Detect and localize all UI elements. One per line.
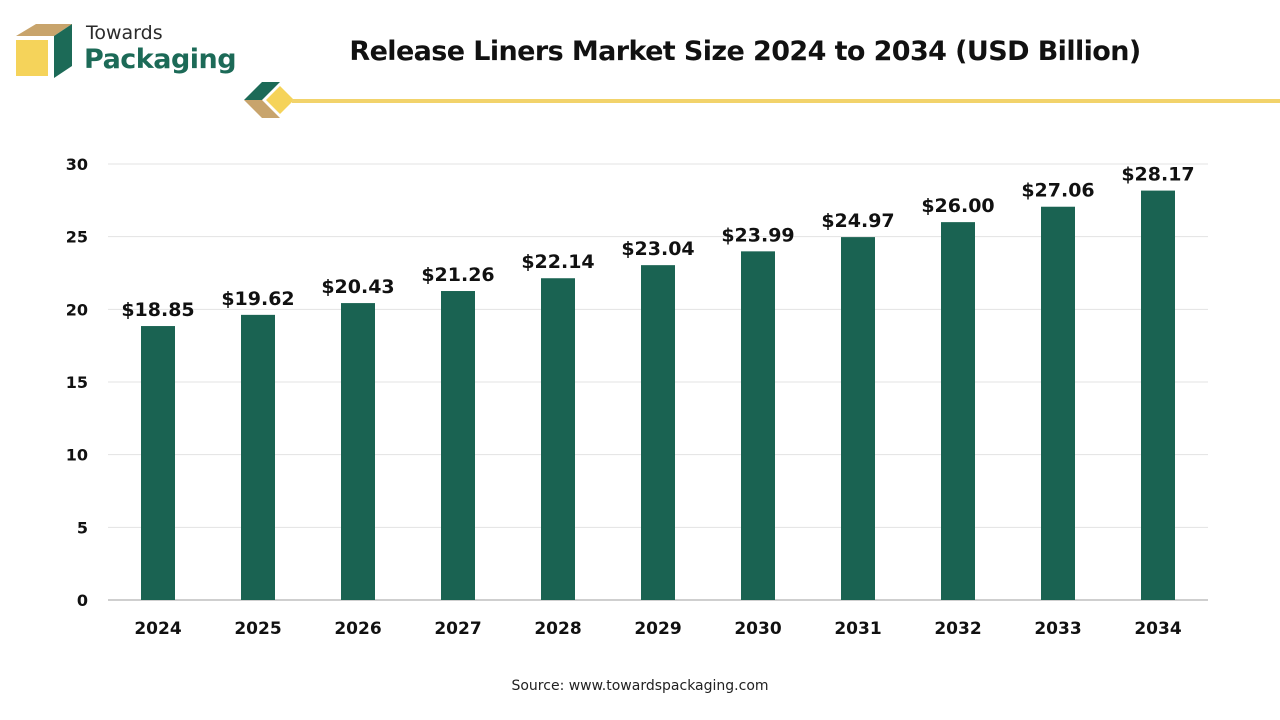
brand-name-top: Towards	[86, 22, 163, 44]
x-tick-label: 2029	[634, 619, 681, 639]
data-label: $27.06	[1021, 180, 1094, 202]
brand-name-bottom: Packaging	[84, 44, 237, 75]
x-tick-label: 2034	[1134, 619, 1181, 639]
bar	[441, 291, 475, 600]
header-accent-decoration	[244, 82, 1280, 118]
y-tick-label: 5	[77, 518, 88, 537]
accent-yellow-diamond-icon	[266, 86, 294, 114]
x-tick-label: 2027	[434, 619, 481, 639]
x-tick-label: 2033	[1034, 619, 1081, 639]
accent-line	[292, 99, 1280, 103]
bar	[341, 303, 375, 600]
bar	[1041, 206, 1075, 600]
bar	[1141, 190, 1175, 600]
box-logo-icon	[16, 24, 72, 78]
data-label: $18.85	[121, 299, 194, 321]
y-tick-label: 10	[66, 446, 88, 465]
data-label: $21.26	[421, 264, 494, 286]
bar	[541, 278, 575, 600]
bar	[941, 222, 975, 600]
brand-logo: Towards Packaging	[14, 18, 254, 88]
x-tick-label: 2024	[134, 619, 181, 639]
data-label: $19.62	[221, 288, 294, 310]
bar	[641, 265, 675, 600]
bar	[741, 251, 775, 600]
accent-tan-chevron-icon	[244, 100, 280, 118]
x-tick-label: 2026	[334, 619, 381, 639]
data-label: $24.97	[821, 210, 894, 232]
y-tick-label: 20	[66, 300, 88, 319]
x-tick-label: 2028	[534, 619, 581, 639]
x-tick-label: 2030	[734, 619, 781, 639]
bar	[141, 326, 175, 600]
y-tick-label: 0	[77, 591, 88, 610]
data-label: $23.99	[721, 224, 794, 246]
data-label: $20.43	[321, 276, 394, 298]
source-note: Source: www.towardspackaging.com	[511, 678, 769, 694]
x-tick-label: 2031	[834, 619, 881, 639]
bar	[241, 314, 275, 600]
x-tick-label: 2025	[234, 619, 281, 639]
data-label: $23.04	[621, 238, 694, 260]
data-label: $22.14	[521, 251, 594, 273]
x-tick-label: 2032	[934, 619, 981, 639]
accent-green-chevron-icon	[244, 82, 280, 100]
y-tick-label: 30	[66, 155, 88, 174]
data-label: $26.00	[921, 195, 994, 217]
chart-title: Release Liners Market Size 2024 to 2034 …	[349, 36, 1141, 67]
bar	[841, 237, 875, 600]
y-tick-label: 25	[66, 228, 88, 247]
data-label: $28.17	[1121, 164, 1194, 186]
y-tick-label: 15	[66, 373, 88, 392]
